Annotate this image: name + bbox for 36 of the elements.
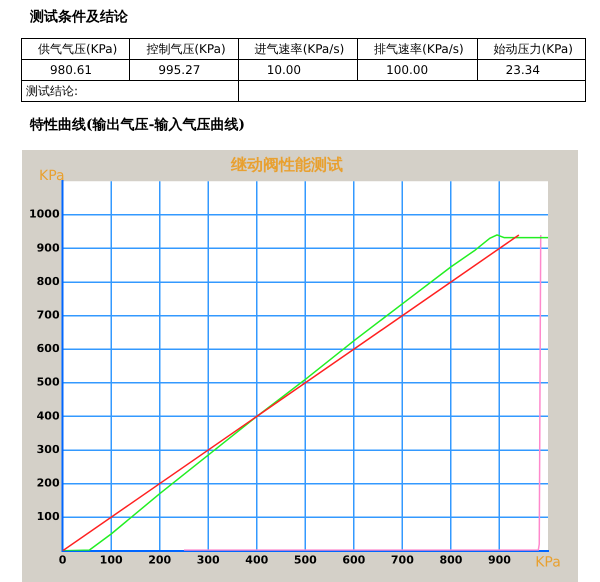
text: 特性曲线(输出气压-输入气压曲线) (30, 116, 246, 134)
y-tick-label: 600 (36, 342, 60, 356)
x-tick-label: 800 (439, 553, 463, 566)
y-tick-label: 300 (36, 442, 60, 456)
x-tick-label: 400 (245, 553, 269, 566)
y-tick-label: 800 (36, 274, 60, 288)
text: 10.00 (238, 60, 358, 80)
y-tick-label: 1000 (28, 208, 60, 221)
text: 供气气压(KPa) (22, 38, 130, 60)
text: 排气速率(KPa/s) (358, 38, 478, 60)
text: 测试条件及结论 (30, 8, 128, 26)
x-tick-label: 600 (342, 553, 366, 566)
chart-title: 继动阀性能测试 (230, 154, 343, 174)
x-axis-title: KPa (535, 554, 561, 570)
text: 23.34 (477, 60, 586, 80)
y-tick-label: 200 (36, 476, 60, 490)
text: 进气速率(KPa/s) (238, 38, 358, 60)
text: 始动压力(KPa) (477, 38, 586, 60)
text: 995.27 (130, 60, 238, 80)
text: 100.00 (358, 60, 478, 80)
x-tick-label: 300 (196, 553, 220, 566)
y-tick-label: 500 (36, 376, 60, 389)
y-tick-label: 900 (36, 241, 60, 254)
x-tick-label: 900 (488, 553, 512, 566)
y-axis-title: KPa (39, 168, 65, 184)
x-tick-label: 100 (100, 553, 123, 566)
x-tick-label: 200 (148, 553, 172, 566)
y-tick-label: 100 (36, 510, 60, 524)
text: 控制气压(KPa) (130, 38, 238, 60)
y-tick-label: 400 (36, 409, 60, 422)
x-tick-label: 700 (390, 553, 414, 566)
x-tick-label: 500 (294, 553, 318, 566)
x-tick-label: 0 (58, 553, 67, 566)
y-tick-label: 700 (36, 308, 60, 322)
text: 980.61 (22, 60, 130, 80)
text: 测试结论: (22, 80, 238, 102)
